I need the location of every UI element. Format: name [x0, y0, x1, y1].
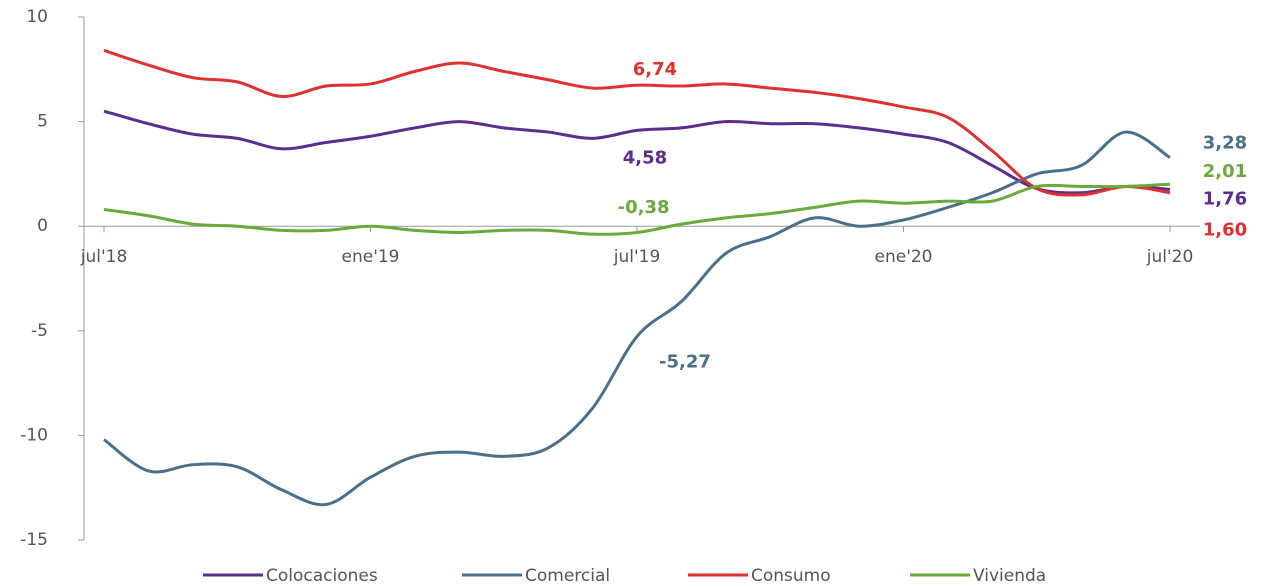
value-label: 1,76 — [1203, 188, 1247, 209]
value-label: -5,27 — [659, 351, 711, 372]
value-label: 4,58 — [623, 147, 667, 168]
x-tick-label: ene'20 — [875, 247, 933, 267]
series-line — [103, 130, 1171, 507]
y-tick-label: 5 — [37, 112, 48, 132]
series-line — [103, 109, 1171, 195]
value-label: 2,01 — [1203, 161, 1247, 182]
x-tick-label: jul'18 — [80, 247, 128, 267]
y-tick-label: 10 — [26, 7, 48, 27]
series-line — [103, 182, 1171, 236]
legend-label: Consumo — [751, 566, 831, 586]
series-line — [103, 49, 1171, 197]
value-label: -0,38 — [618, 197, 670, 218]
x-tick-label: jul'20 — [1146, 247, 1194, 267]
y-tick-label: -10 — [20, 425, 48, 445]
y-tick-label: -15 — [20, 530, 48, 550]
value-label: 6,74 — [633, 59, 677, 80]
legend-label: Comercial — [525, 566, 610, 586]
y-tick-label: -5 — [31, 321, 48, 341]
y-tick-label: 0 — [37, 216, 48, 236]
value-label: 3,28 — [1203, 133, 1247, 154]
value-label: 1,60 — [1203, 220, 1247, 241]
x-tick-label: ene'19 — [342, 247, 400, 267]
legend-label: Colocaciones — [266, 566, 378, 586]
legend-label: Vivienda — [973, 566, 1046, 586]
x-tick-label: jul'19 — [613, 247, 661, 267]
